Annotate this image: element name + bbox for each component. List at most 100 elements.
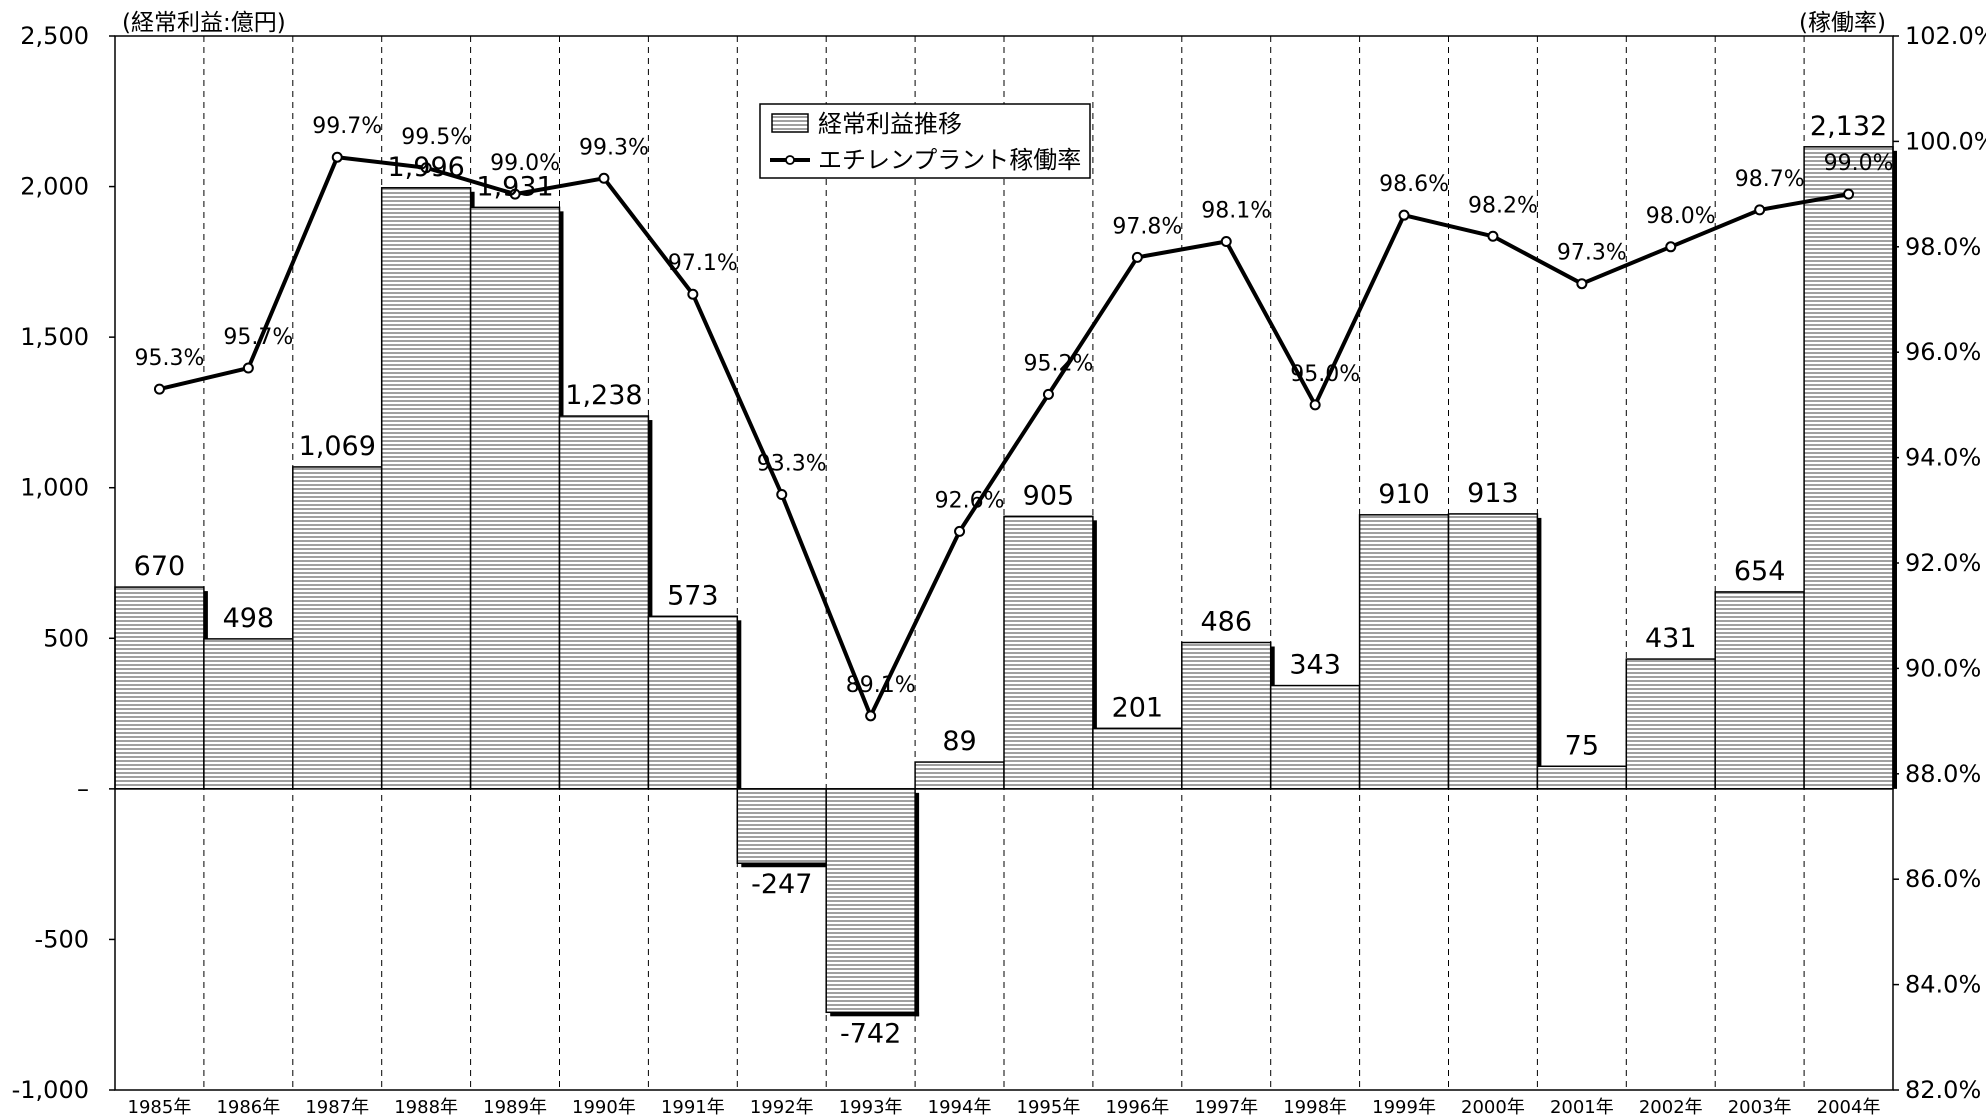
line-point (1398, 209, 1410, 221)
axes: -1,000 -500 – 500 1,000 1,500 2,000 2,500 82.0% 8… (12, 22, 1986, 1118)
bar-value-label: 498 (223, 603, 275, 634)
line-point (1576, 278, 1588, 290)
bar-value-label: 2,132 (1810, 111, 1887, 142)
x-tick-label: 1997年 (1194, 1097, 1258, 1118)
line-point (865, 710, 877, 722)
bar (825, 788, 916, 1014)
left-axis-unit-label: (経常利益:億円) (122, 10, 286, 36)
bar-value-label: 1,931 (476, 171, 553, 202)
right-tick-label: 100.0% (1905, 127, 1986, 155)
bar (1181, 641, 1272, 790)
left-tick-label: -500 (35, 925, 89, 953)
x-tick-label: 2001年 (1550, 1097, 1614, 1118)
legend: 経常利益推移 エチレンプラント稼働率 (759, 103, 1091, 179)
left-tick-label: 2,500 (20, 22, 89, 50)
line-value-label: 92.6% (935, 488, 1005, 513)
line-value-label: 93.3% (757, 451, 827, 476)
line-value-label: 95.7% (223, 325, 293, 350)
bar-value-label: 573 (667, 580, 719, 611)
bar-series (114, 146, 1897, 1017)
line-point (1131, 251, 1143, 263)
line-value-label: 98.0% (1646, 204, 1716, 229)
legend-box (759, 103, 1091, 179)
bar (914, 761, 1005, 790)
bar (558, 415, 650, 790)
line-point (1220, 236, 1232, 248)
line-value-label: 98.7% (1735, 167, 1805, 192)
right-tick-label: 96.0% (1905, 338, 1981, 366)
line-value-label: 95.2% (1024, 351, 1094, 376)
bar (1625, 658, 1716, 790)
bar-value-label: 486 (1200, 607, 1252, 638)
bar-shadow (1092, 520, 1097, 789)
line-point (1487, 230, 1499, 242)
left-tick-label: 1,500 (20, 323, 89, 351)
bar-value-label: 670 (134, 551, 186, 582)
bar-shadow (648, 420, 653, 789)
line-point (420, 162, 432, 174)
line-value-label: 98.1% (1201, 199, 1271, 224)
bar-shadow (741, 863, 831, 868)
bar-shadow (1893, 150, 1897, 789)
left-tick-label: 1,000 (20, 474, 89, 502)
x-tick-label: 1998年 (1283, 1097, 1347, 1118)
bar-value-label: 201 (1112, 692, 1164, 723)
line-point (1754, 204, 1766, 216)
x-tick-label: 2002年 (1639, 1097, 1703, 1118)
bar-value-label: 913 (1467, 478, 1519, 509)
x-tick-label: 1985年 (128, 1097, 192, 1118)
right-tick-label: 84.0% (1905, 971, 1981, 999)
bar-value-label: 1,996 (388, 152, 465, 183)
line-path (158, 155, 1849, 718)
x-tick-label: 1992年 (750, 1097, 814, 1118)
line-point (954, 525, 966, 537)
line-point (153, 383, 165, 395)
right-tick-label: 94.0% (1905, 444, 1981, 472)
left-tick-label: 2,000 (20, 173, 89, 201)
line-value-label: 99.7% (312, 114, 382, 139)
line-value-label: 99.3% (579, 135, 649, 160)
line-value-label: 95.0% (1290, 362, 1360, 387)
line-point (509, 188, 521, 200)
line-value-label: 99.0% (1824, 151, 1894, 176)
x-tick-label: 1993年 (839, 1097, 903, 1118)
x-tick-label: 1988年 (394, 1097, 458, 1118)
legend-bar-label: 経常利益推移 (818, 110, 962, 138)
left-tick-label: -1,000 (12, 1076, 89, 1104)
line-series (153, 151, 1855, 722)
left-tick-label: 500 (43, 624, 89, 652)
bar (1714, 591, 1805, 790)
bar-value-label: 89 (942, 726, 976, 757)
line-point (1665, 241, 1677, 253)
x-tick-label: 1990年 (572, 1097, 636, 1118)
right-tick-label: 98.0% (1905, 233, 1981, 261)
right-tick-label: 86.0% (1905, 865, 1981, 893)
bar (1447, 513, 1539, 790)
bar (203, 638, 294, 790)
bar (469, 206, 561, 790)
x-tick-label: 1986年 (216, 1097, 280, 1118)
data-labels: 670 498 1,069 1,996 1,931 1,238 573 -247 -742 89 9… (134, 111, 1894, 1049)
bar (647, 615, 739, 790)
right-tick-label: 92.0% (1905, 549, 1981, 577)
right-tick-label: 90.0% (1905, 654, 1981, 682)
line-point (687, 288, 699, 300)
line-point (1042, 388, 1054, 400)
line-value-label: 89.1% (846, 673, 916, 698)
x-tick-label: 1994年 (928, 1097, 992, 1118)
line-value-label: 95.3% (135, 346, 205, 371)
line-point (598, 172, 610, 184)
bar-value-label: -742 (840, 1018, 901, 1049)
bar (1003, 515, 1094, 790)
line-value-label: 97.8% (1112, 214, 1182, 239)
bar-value-label: 654 (1734, 556, 1786, 587)
left-tick-label: – (77, 775, 89, 803)
legend-line-marker (785, 155, 795, 165)
line-value-label: 97.1% (668, 251, 738, 276)
bar (1269, 684, 1361, 790)
x-tick-label: 1991年 (661, 1097, 725, 1118)
x-tick-label: 2000年 (1461, 1097, 1525, 1118)
x-tick-label: 1996年 (1105, 1097, 1169, 1118)
bar-shadow (1537, 517, 1542, 789)
